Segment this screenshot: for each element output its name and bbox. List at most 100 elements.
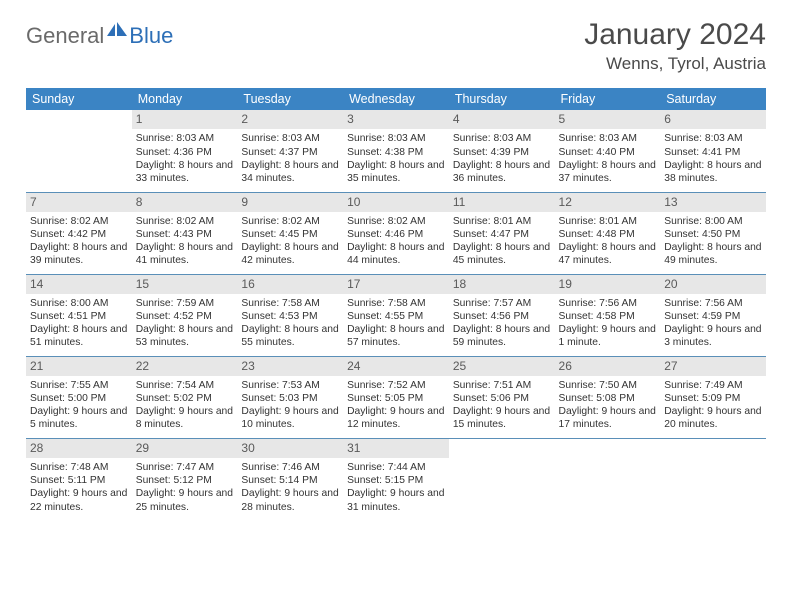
day-number: 17 <box>343 275 449 294</box>
sunrise-line: Sunrise: 7:56 AM <box>559 297 657 310</box>
day-number: 5 <box>555 110 661 129</box>
daylight-line: Daylight: 9 hours and 28 minutes. <box>241 487 339 513</box>
sunrise-line: Sunrise: 8:03 AM <box>136 132 234 145</box>
day-number: 8 <box>132 193 238 212</box>
day-number: 4 <box>449 110 555 129</box>
sunrise-line: Sunrise: 7:58 AM <box>241 297 339 310</box>
sunrise-line: Sunrise: 8:03 AM <box>559 132 657 145</box>
sunrise-line: Sunrise: 8:02 AM <box>347 215 445 228</box>
day-number: 24 <box>343 357 449 376</box>
day-number: 28 <box>26 439 132 458</box>
sunset-line: Sunset: 4:58 PM <box>559 310 657 323</box>
day-cell: 18 Sunrise: 7:57 AMSunset: 4:56 PMDayligh… <box>449 274 555 356</box>
daylight-line: Daylight: 8 hours and 45 minutes. <box>453 241 551 267</box>
sunset-line: Sunset: 4:55 PM <box>347 310 445 323</box>
sunrise-line: Sunrise: 7:58 AM <box>347 297 445 310</box>
day-info: Sunrise: 7:54 AMSunset: 5:02 PMDaylight:… <box>136 378 234 432</box>
day-number: 19 <box>555 275 661 294</box>
day-number: 13 <box>660 193 766 212</box>
day-cell: 9Sunrise: 8:02 AMSunset: 4:45 PMDaylight… <box>237 192 343 274</box>
weekday-header: Tuesday <box>237 88 343 110</box>
day-info: Sunrise: 7:56 AMSunset: 4:58 PMDaylight:… <box>559 296 657 350</box>
sunset-line: Sunset: 4:48 PM <box>559 228 657 241</box>
sunset-line: Sunset: 4:53 PM <box>241 310 339 323</box>
day-number: 11 <box>449 193 555 212</box>
sunset-line: Sunset: 4:51 PM <box>30 310 128 323</box>
sunset-line: Sunset: 5:02 PM <box>136 392 234 405</box>
day-number: 21 <box>26 357 132 376</box>
day-cell: 26 Sunrise: 7:50 AMSunset: 5:08 PMDayligh… <box>555 356 661 438</box>
sunset-line: Sunset: 5:05 PM <box>347 392 445 405</box>
calendar-page: General Blue January 2024 Wenns, Tyrol, … <box>0 0 792 538</box>
sunrise-line: Sunrise: 8:03 AM <box>664 132 762 145</box>
sunrise-line: Sunrise: 7:49 AM <box>664 379 762 392</box>
day-info: Sunrise: 7:44 AMSunset: 5:15 PMDaylight:… <box>347 460 445 514</box>
day-cell: 13Sunrise: 8:00 AMSunset: 4:50 PMDayligh… <box>660 192 766 274</box>
weekday-header: Friday <box>555 88 661 110</box>
daylight-line: Daylight: 9 hours and 22 minutes. <box>30 487 128 513</box>
day-number: 30 <box>237 439 343 458</box>
sunset-line: Sunset: 5:03 PM <box>241 392 339 405</box>
day-cell: 16Sunrise: 7:58 AMSunset: 4:53 PMDayligh… <box>237 274 343 356</box>
daylight-line: Daylight: 8 hours and 49 minutes. <box>664 241 762 267</box>
day-info: Sunrise: 7:59 AMSunset: 4:52 PMDaylight:… <box>136 296 234 350</box>
day-cell: 20Sunrise: 7:56 AMSunset: 4:59 PMDayligh… <box>660 274 766 356</box>
day-info: Sunrise: 7:51 AMSunset: 5:06 PMDaylight:… <box>453 378 551 432</box>
day-info: Sunrise: 7:49 AMSunset: 5:09 PMDaylight:… <box>664 378 762 432</box>
daylight-line: Daylight: 8 hours and 38 minutes. <box>664 159 762 185</box>
logo-word-2: Blue <box>129 23 173 49</box>
sunrise-line: Sunrise: 7:56 AM <box>664 297 762 310</box>
day-cell: 28Sunrise: 7:48 AMSunset: 5:11 PMDayligh… <box>26 438 132 520</box>
day-cell: 1Sunrise: 8:03 AMSunset: 4:36 PMDaylight… <box>132 110 238 192</box>
day-info: Sunrise: 8:02 AMSunset: 4:42 PMDaylight:… <box>30 214 128 268</box>
day-info: Sunrise: 8:02 AMSunset: 4:46 PMDaylight:… <box>347 214 445 268</box>
day-cell: 11Sunrise: 8:01 AMSunset: 4:47 PMDayligh… <box>449 192 555 274</box>
day-cell: 10Sunrise: 8:02 AMSunset: 4:46 PMDayligh… <box>343 192 449 274</box>
sunset-line: Sunset: 5:08 PM <box>559 392 657 405</box>
daylight-line: Daylight: 9 hours and 5 minutes. <box>30 405 128 431</box>
day-number: 23 <box>237 357 343 376</box>
sunrise-line: Sunrise: 7:47 AM <box>136 461 234 474</box>
day-cell <box>660 438 766 520</box>
day-cell: 8Sunrise: 8:02 AMSunset: 4:43 PMDaylight… <box>132 192 238 274</box>
daylight-line: Daylight: 9 hours and 25 minutes. <box>136 487 234 513</box>
day-cell: 29 Sunrise: 7:47 AMSunset: 5:12 PMDayligh… <box>132 438 238 520</box>
day-info: Sunrise: 7:52 AMSunset: 5:05 PMDaylight:… <box>347 378 445 432</box>
sunrise-line: Sunrise: 7:52 AM <box>347 379 445 392</box>
title-block: January 2024 Wenns, Tyrol, Austria <box>584 18 766 74</box>
weekday-header: Monday <box>132 88 238 110</box>
daylight-line: Daylight: 9 hours and 3 minutes. <box>664 323 762 349</box>
daylight-line: Daylight: 8 hours and 42 minutes. <box>241 241 339 267</box>
day-cell: 5 Sunrise: 8:03 AMSunset: 4:40 PMDaylight… <box>555 110 661 192</box>
header: General Blue January 2024 Wenns, Tyrol, … <box>26 18 766 74</box>
calendar-table: Sunday Monday Tuesday Wednesday Thursday… <box>26 88 766 520</box>
sunrise-line: Sunrise: 7:55 AM <box>30 379 128 392</box>
sunset-line: Sunset: 5:15 PM <box>347 474 445 487</box>
sunset-line: Sunset: 4:40 PM <box>559 146 657 159</box>
sunrise-line: Sunrise: 8:03 AM <box>453 132 551 145</box>
daylight-line: Daylight: 8 hours and 36 minutes. <box>453 159 551 185</box>
location: Wenns, Tyrol, Austria <box>584 54 766 74</box>
week-row: 21Sunrise: 7:55 AMSunset: 5:00 PMDayligh… <box>26 356 766 438</box>
day-info: Sunrise: 8:01 AMSunset: 4:48 PMDaylight:… <box>559 214 657 268</box>
day-cell: 17Sunrise: 7:58 AMSunset: 4:55 PMDayligh… <box>343 274 449 356</box>
daylight-line: Daylight: 8 hours and 44 minutes. <box>347 241 445 267</box>
day-number: 29 <box>132 439 238 458</box>
daylight-line: Daylight: 8 hours and 37 minutes. <box>559 159 657 185</box>
day-cell <box>26 110 132 192</box>
day-info: Sunrise: 7:50 AMSunset: 5:08 PMDaylight:… <box>559 378 657 432</box>
day-number: 27 <box>660 357 766 376</box>
logo: General Blue <box>26 22 173 49</box>
day-number: 26 <box>555 357 661 376</box>
day-number: 18 <box>449 275 555 294</box>
day-info: Sunrise: 7:57 AMSunset: 4:56 PMDaylight:… <box>453 296 551 350</box>
day-info: Sunrise: 7:47 AMSunset: 5:12 PMDaylight:… <box>136 460 234 514</box>
sunrise-line: Sunrise: 7:46 AM <box>241 461 339 474</box>
daylight-line: Daylight: 8 hours and 34 minutes. <box>241 159 339 185</box>
day-cell: 15Sunrise: 7:59 AMSunset: 4:52 PMDayligh… <box>132 274 238 356</box>
sunset-line: Sunset: 5:09 PM <box>664 392 762 405</box>
sunset-line: Sunset: 4:38 PM <box>347 146 445 159</box>
day-info: Sunrise: 8:03 AMSunset: 4:41 PMDaylight:… <box>664 131 762 185</box>
day-cell: 24 Sunrise: 7:52 AMSunset: 5:05 PMDayligh… <box>343 356 449 438</box>
weekday-header: Thursday <box>449 88 555 110</box>
